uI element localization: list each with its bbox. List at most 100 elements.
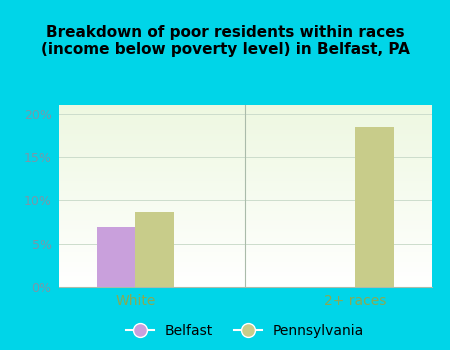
- Bar: [58, 240, 432, 242]
- Bar: [58, 172, 432, 174]
- Bar: [58, 194, 432, 196]
- Bar: [58, 211, 432, 212]
- Bar: [58, 236, 432, 238]
- Bar: [58, 190, 432, 192]
- Bar: [58, 203, 432, 205]
- Bar: [58, 212, 432, 214]
- Bar: [58, 136, 432, 138]
- Bar: [58, 245, 432, 247]
- Bar: [58, 238, 432, 240]
- Bar: [58, 218, 432, 220]
- Bar: [58, 223, 432, 225]
- Bar: [58, 105, 432, 107]
- Bar: [58, 134, 432, 136]
- Bar: [58, 232, 432, 234]
- Legend: Belfast, Pennsylvania: Belfast, Pennsylvania: [121, 318, 370, 344]
- Bar: [58, 160, 432, 161]
- Bar: [58, 249, 432, 251]
- Bar: [58, 165, 432, 167]
- Bar: [58, 281, 432, 284]
- Bar: [58, 280, 432, 281]
- Bar: [58, 222, 432, 223]
- Bar: [58, 267, 432, 269]
- Bar: [58, 138, 432, 140]
- Bar: [58, 108, 432, 111]
- Bar: [58, 258, 432, 260]
- Bar: [58, 199, 432, 202]
- Bar: [58, 220, 432, 222]
- Bar: [58, 261, 432, 263]
- Bar: [58, 252, 432, 254]
- Bar: [58, 227, 432, 229]
- Bar: [58, 274, 432, 276]
- Bar: [58, 149, 432, 150]
- Bar: [58, 112, 432, 114]
- Bar: [58, 116, 432, 118]
- Bar: [58, 169, 432, 170]
- Bar: [58, 180, 432, 181]
- Bar: [58, 265, 432, 267]
- Bar: [58, 202, 432, 203]
- Bar: [58, 178, 432, 180]
- Bar: [58, 131, 432, 132]
- Bar: [58, 247, 432, 249]
- Bar: [58, 193, 432, 194]
- Bar: [355, 127, 394, 287]
- Bar: [58, 216, 432, 218]
- Bar: [58, 111, 432, 112]
- Bar: [58, 125, 432, 127]
- Bar: [58, 150, 432, 152]
- Bar: [58, 141, 432, 143]
- Bar: [58, 176, 432, 178]
- Bar: [58, 284, 432, 285]
- Bar: [58, 196, 432, 198]
- Bar: [58, 278, 432, 280]
- Bar: [58, 272, 432, 274]
- Bar: [58, 185, 432, 187]
- Bar: [58, 260, 432, 261]
- Bar: [97, 227, 135, 287]
- Bar: [58, 269, 432, 271]
- Bar: [58, 167, 432, 169]
- Bar: [58, 158, 432, 160]
- Bar: [58, 256, 432, 258]
- Bar: [58, 214, 432, 216]
- Bar: [58, 229, 432, 231]
- Bar: [58, 129, 432, 131]
- Bar: [58, 243, 432, 245]
- Bar: [58, 147, 432, 149]
- Bar: [58, 234, 432, 236]
- Bar: [58, 140, 432, 141]
- Bar: [58, 231, 432, 232]
- Bar: [58, 271, 432, 272]
- Bar: [58, 225, 432, 227]
- Bar: [58, 127, 432, 129]
- Bar: [58, 241, 432, 243]
- Bar: [58, 174, 432, 176]
- Bar: [58, 156, 432, 158]
- Bar: [58, 251, 432, 252]
- Bar: [58, 207, 432, 209]
- Bar: [58, 154, 432, 156]
- Bar: [58, 114, 432, 116]
- Bar: [58, 107, 432, 108]
- Bar: [58, 120, 432, 121]
- Bar: [58, 143, 432, 145]
- Bar: [58, 170, 432, 172]
- Bar: [58, 205, 432, 207]
- Bar: [58, 209, 432, 211]
- Bar: [58, 198, 432, 199]
- Bar: [58, 189, 432, 190]
- Bar: [58, 254, 432, 256]
- Bar: [58, 285, 432, 287]
- Bar: [58, 263, 432, 265]
- Bar: [58, 145, 432, 147]
- Bar: [58, 152, 432, 154]
- Bar: [58, 276, 432, 278]
- Bar: [58, 161, 432, 163]
- Bar: [58, 118, 432, 120]
- Bar: [58, 132, 432, 134]
- Bar: [58, 187, 432, 189]
- Bar: [58, 181, 432, 183]
- Bar: [58, 121, 432, 123]
